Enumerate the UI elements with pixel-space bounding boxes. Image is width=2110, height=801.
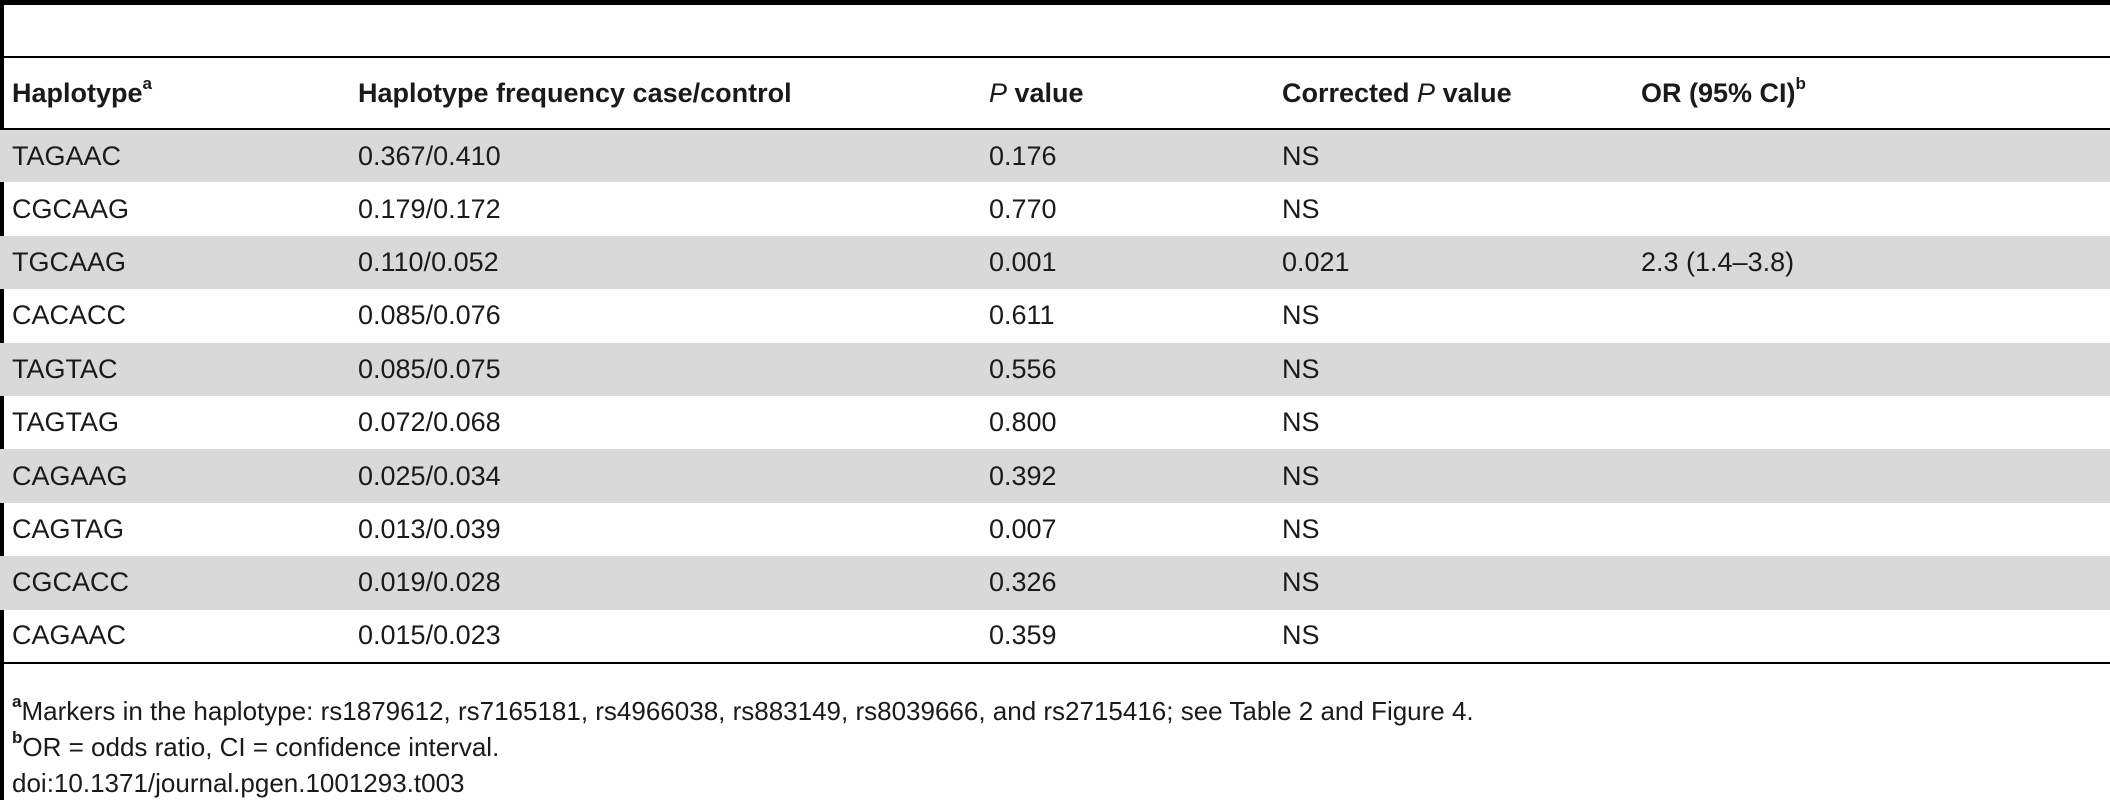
haplotype-table-container: Haplotypea Haplotype frequency case/cont…: [0, 56, 2110, 664]
cell-haplotype: TAGAAC: [0, 129, 346, 183]
footnote-mark-b: b: [1795, 73, 1806, 93]
cell-frequency: 0.025/0.034: [346, 449, 977, 503]
cell-or-ci: [1629, 449, 2110, 503]
cell-haplotype: CGCAAG: [12, 193, 130, 224]
cell-p-value: 0.359: [977, 609, 1270, 664]
table-footnotes: aMarkers in the haplotype: rs1879612, rs…: [12, 693, 1474, 801]
cell-corrected-p: NS: [1282, 407, 1320, 438]
cell-p-value: 0.556: [977, 342, 1270, 396]
table-row: CGCACC 0.019/0.028 0.326 NS: [0, 556, 2110, 610]
cell-frequency: 0.085/0.076: [358, 300, 501, 331]
doi-line: doi:10.1371/journal.pgen.1001293.t003: [12, 768, 465, 798]
cell-or-ci: [1629, 609, 2110, 664]
table-row: CGCAAG 0.179/0.172 0.770 NS: [0, 182, 2110, 235]
cell-p-value: 0.770: [989, 193, 1057, 224]
cell-corrected-p: NS: [1282, 193, 1320, 224]
cell-p-value: 0.392: [977, 449, 1270, 503]
header-or-ci: OR (95% CI)b: [1629, 56, 2110, 130]
cell-haplotype: CACACC: [12, 300, 127, 331]
cell-haplotype: TAGTAG: [12, 407, 119, 438]
cell-p-value: 0.007: [989, 513, 1057, 544]
cell-corrected-p: NS: [1270, 556, 1629, 610]
cell-corrected-p: NS: [1270, 342, 1629, 396]
table-row: TAGTAG 0.072/0.068 0.800 NS: [0, 396, 2110, 449]
cell-corrected-p: NS: [1282, 300, 1320, 331]
footnote-a: aMarkers in the haplotype: rs1879612, rs…: [12, 692, 1474, 726]
cell-frequency: 0.110/0.052: [346, 235, 977, 290]
cell-or-ci: 2.3 (1.4–3.8): [1629, 235, 2110, 290]
cell-corrected-p: NS: [1282, 513, 1320, 544]
footnote-b: bOR = odds ratio, CI = confidence interv…: [12, 728, 500, 762]
cell-corrected-p: NS: [1270, 129, 1629, 183]
cell-frequency: 0.019/0.028: [346, 556, 977, 610]
footnote-mark-a: a: [142, 73, 152, 93]
cell-corrected-p: NS: [1270, 449, 1629, 503]
cell-or-ci: [1629, 556, 2110, 610]
cell-corrected-p: NS: [1270, 609, 1629, 664]
cell-haplotype: CAGAAG: [0, 449, 346, 503]
table-row: CAGAAG 0.025/0.034 0.392 NS: [0, 449, 2110, 503]
header-haplotype: Haplotypea: [0, 56, 346, 130]
cell-p-value: 0.326: [977, 556, 1270, 610]
cell-frequency: 0.072/0.068: [358, 407, 501, 438]
header-corrected-p-value: Corrected P value: [1270, 56, 1629, 130]
cell-or-ci: [1629, 289, 2110, 342]
table-row: CACACC 0.085/0.076 0.611 NS: [0, 289, 2110, 342]
header-p-value: P value: [977, 56, 1270, 130]
cell-or-ci: [1629, 396, 2110, 449]
cell-haplotype: TAGTAC: [0, 342, 346, 396]
left-border: [0, 0, 4, 800]
table-row: CAGAAC 0.015/0.023 0.359 NS: [0, 609, 2110, 664]
cell-or-ci: [1629, 182, 2110, 235]
table-row: CAGTAG 0.013/0.039 0.007 NS: [0, 503, 2110, 556]
cell-haplotype: CAGTAG: [12, 513, 125, 544]
cell-frequency: 0.015/0.023: [346, 609, 977, 664]
cell-or-ci: [1629, 503, 2110, 556]
cell-frequency: 0.013/0.039: [358, 513, 501, 544]
header-row: Haplotypea Haplotype frequency case/cont…: [0, 56, 2110, 130]
top-border: [0, 0, 2110, 5]
cell-p-value: 0.611: [989, 300, 1055, 331]
cell-frequency: 0.085/0.075: [346, 342, 977, 396]
cell-haplotype: CAGAAC: [0, 609, 346, 664]
table-row: TAGAAC 0.367/0.410 0.176 NS: [0, 129, 2110, 183]
cell-or-ci: [1629, 342, 2110, 396]
cell-or-ci: [1629, 129, 2110, 183]
haplotype-table: Haplotypea Haplotype frequency case/cont…: [0, 56, 2110, 664]
cell-frequency: 0.179/0.172: [358, 193, 501, 224]
header-frequency: Haplotype frequency case/control: [346, 56, 977, 130]
cell-frequency: 0.367/0.410: [346, 129, 977, 183]
table-row: TGCAAG 0.110/0.052 0.001 0.021 2.3 (1.4–…: [0, 235, 2110, 290]
table-row: TAGTAC 0.085/0.075 0.556 NS: [0, 342, 2110, 396]
cell-p-value: 0.001: [977, 235, 1270, 290]
cell-p-value: 0.176: [977, 129, 1270, 183]
cell-haplotype: CGCACC: [0, 556, 346, 610]
cell-corrected-p: 0.021: [1270, 235, 1629, 290]
cell-p-value: 0.800: [989, 407, 1057, 438]
cell-haplotype: TGCAAG: [0, 235, 346, 290]
